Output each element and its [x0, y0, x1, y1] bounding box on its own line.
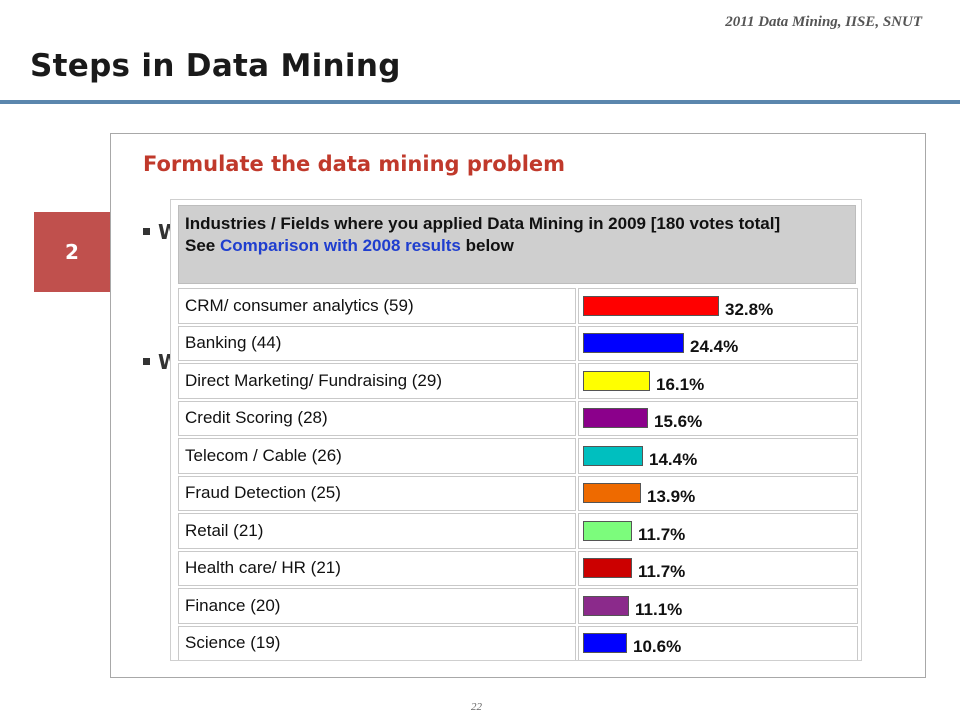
table-row: Health care/ HR (21) 11.7% [178, 550, 858, 588]
percentage-bar [583, 408, 648, 429]
survey-rows: CRM/ consumer analytics (59) 32.8% Banking… [178, 287, 858, 660]
percentage-label: 24.4% [690, 337, 739, 357]
industry-label: Direct Marketing/ Fundraising (29) [178, 363, 576, 399]
survey-see-line: See Comparison with 2008 results below [185, 235, 849, 257]
percentage-bar [583, 633, 627, 654]
comparison-link[interactable]: Comparison with 2008 results [219, 236, 461, 255]
see-suffix: below [465, 236, 514, 255]
title-rule [0, 100, 960, 104]
page-number: 22 [471, 701, 482, 713]
bar-cell: 14.4% [578, 438, 858, 474]
percentage-label: 14.4% [649, 449, 698, 469]
survey-results-table: Industries / Fields where you applied Da… [170, 199, 862, 661]
bar-cell: 11.7% [578, 513, 858, 549]
survey-title: Industries / Fields where you applied Da… [185, 214, 781, 233]
table-row: Direct Marketing/ Fundraising (29) 16.1% [178, 362, 858, 400]
percentage-label: 11.1% [635, 599, 683, 619]
percentage-label: 10.6% [633, 637, 682, 657]
percentage-label: 13.9% [647, 487, 696, 507]
bar-cell: 15.6% [578, 400, 858, 436]
industry-label: Health care/ HR (21) [178, 550, 576, 586]
percentage-label: 11.7% [638, 562, 686, 582]
percentage-bar [583, 333, 684, 354]
percentage-bar [583, 483, 641, 504]
bar-cell: 11.7% [578, 550, 858, 586]
bar-cell: 16.1% [578, 363, 858, 399]
bar-cell: 13.9% [578, 475, 858, 511]
table-row: Fraud Detection (25) 13.9% [178, 475, 858, 513]
percentage-bar [583, 295, 719, 316]
percentage-bar [583, 445, 643, 466]
bar-cell: 11.1% [578, 588, 858, 624]
industry-label: Finance (20) [178, 588, 576, 624]
table-row: Telecom / Cable (26) 14.4% [178, 437, 858, 475]
slide-title: Steps in Data Mining [30, 48, 401, 84]
percentage-bar [583, 558, 632, 579]
bullet-square-icon [143, 228, 150, 235]
table-row: Credit Scoring (28) 15.6% [178, 400, 858, 438]
industry-label: Credit Scoring (28) [178, 400, 576, 436]
percentage-bar [583, 520, 632, 541]
industry-label: Retail (21) [178, 513, 576, 549]
percentage-bar [583, 370, 650, 391]
industry-label: Fraud Detection (25) [178, 475, 576, 511]
percentage-label: 16.1% [656, 374, 705, 394]
industry-label: CRM/ consumer analytics (59) [178, 288, 576, 324]
bar-cell: 32.8% [578, 288, 858, 324]
table-row: Finance (20) 11.1% [178, 587, 858, 625]
table-row: CRM/ consumer analytics (59) 32.8% [178, 287, 858, 325]
see-prefix: See [185, 236, 216, 255]
bar-cell: 24.4% [578, 325, 858, 361]
percentage-bar [583, 595, 629, 616]
percentage-label: 15.6% [654, 412, 703, 432]
percentage-label: 32.8% [725, 299, 774, 319]
section-heading: Formulate the data mining problem [143, 152, 566, 176]
industry-label: Banking (44) [178, 325, 576, 361]
table-row: Banking (44) 24.4% [178, 325, 858, 363]
bullet-square-icon [143, 358, 150, 365]
industry-label: Telecom / Cable (26) [178, 438, 576, 474]
bar-cell: 10.6% [578, 625, 858, 660]
step-badge: 2 [34, 212, 110, 292]
percentage-label: 11.7% [638, 524, 686, 544]
industry-label: Science (19) [178, 625, 576, 660]
table-row: Retail (21) 11.7% [178, 512, 858, 550]
course-label: 2011 Data Mining, IISE, SNUT [725, 14, 922, 30]
survey-header: Industries / Fields where you applied Da… [178, 205, 856, 284]
table-row: Science (19) 10.6% [178, 625, 858, 660]
